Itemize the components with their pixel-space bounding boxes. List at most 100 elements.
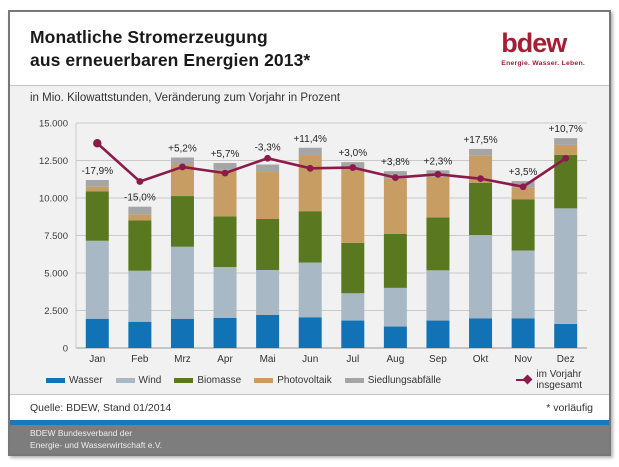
month-label: Mrz xyxy=(174,354,191,365)
bar-segment-wasser xyxy=(85,318,109,348)
source-row: Quelle: BDEW, Stand 01/2014 * vorläufig xyxy=(10,394,609,420)
trend-marker xyxy=(391,174,399,181)
legend-line-diamond-icon xyxy=(522,374,533,385)
bar-segment-siedlungsabfälle xyxy=(469,148,493,156)
y-tick-label: 15.000 xyxy=(39,119,68,130)
stacked-bar-chart: 0 2.500 5.000 7.500 10.000 12.500 15.000 Jan Feb… xyxy=(39,119,587,365)
legend-swatch xyxy=(174,377,194,383)
bar-segment-wind xyxy=(426,270,450,321)
trend-marker xyxy=(519,183,527,191)
trend-marker xyxy=(136,178,144,185)
legend-item-biomasse: Biomasse xyxy=(174,375,241,386)
bar-segment-biomasse xyxy=(426,217,450,271)
month-label: Feb xyxy=(131,354,149,365)
bar-segment-wasser xyxy=(426,320,450,348)
bar-segment-wasser xyxy=(170,318,194,348)
bar-segment-wind xyxy=(85,240,109,319)
chart-section: 0 2.500 5.000 7.500 10.000 12.500 15.000 Jan Feb… xyxy=(10,110,609,366)
preliminary-note: * vorläufig xyxy=(546,401,593,414)
bdew-logo-tagline: Energie. Wasser. Leben. xyxy=(501,60,585,67)
bar-segment-siedlungsabfälle xyxy=(85,180,109,187)
bar-segment-wasser xyxy=(511,318,535,348)
bar-segment-wasser xyxy=(298,317,322,348)
source-text: Quelle: BDEW, Stand 01/2014 xyxy=(30,401,172,414)
bar-segment-biomasse xyxy=(256,219,280,270)
change-label: +3,5% xyxy=(509,167,538,178)
bar-segment-biomasse xyxy=(170,196,194,247)
bar-segment-photovoltaik xyxy=(469,155,493,183)
bar-segment-wind xyxy=(128,270,152,322)
bar-segment-siedlungsabfälle xyxy=(213,163,237,170)
change-label: +10,7% xyxy=(549,124,583,135)
legend-label: im Vorjahr insgesamt xyxy=(536,369,582,391)
bar-segment-wind xyxy=(256,270,280,315)
bar-segment-biomasse xyxy=(213,216,237,267)
y-tick-label: 2.500 xyxy=(44,306,68,317)
change-label: +17,5% xyxy=(463,135,497,146)
month-label: Sep xyxy=(429,354,447,365)
bar-segment-photovoltaik xyxy=(298,156,322,212)
trend-marker xyxy=(179,163,186,171)
trend-marker xyxy=(477,175,484,183)
bar-segment-photovoltaik xyxy=(426,176,450,218)
legend-item-im-vorjahr-insgesamt: im Vorjahr insgesamt xyxy=(516,369,596,391)
y-tick-label: 5.000 xyxy=(44,269,68,280)
page-title: Monatliche Stromerzeugung aus erneuerbar… xyxy=(30,26,310,72)
bar-segment-biomasse xyxy=(341,242,365,294)
month-label: Jun xyxy=(302,354,318,365)
bar-segment-wasser xyxy=(383,326,407,348)
bar-segment-photovoltaik xyxy=(256,172,280,219)
y-tick-label: 7.500 xyxy=(44,231,68,242)
y-tick-label: 10.000 xyxy=(39,194,68,205)
title-line-1: Monatliche Stromerzeugung xyxy=(30,26,268,47)
change-label: -17,9% xyxy=(81,166,113,177)
legend-label: Photovoltaik xyxy=(277,374,332,386)
legend-swatch xyxy=(344,377,364,383)
bar-segment-siedlungsabfälle xyxy=(554,138,578,145)
change-label: +5,7% xyxy=(211,149,240,160)
bar-segment-biomasse xyxy=(85,191,109,241)
org-line-1: BDEW Bundesverband der xyxy=(30,427,133,438)
month-label: Apr xyxy=(217,354,233,365)
trend-line xyxy=(96,142,567,189)
bar-segment-wasser xyxy=(213,318,237,348)
legend-line-swatch xyxy=(516,374,533,385)
bar-segment-wasser xyxy=(341,320,365,348)
footer-bar: BDEW Bundesverband der Energie- und Wass… xyxy=(10,425,609,454)
bar-segment-wasser xyxy=(128,321,152,348)
bar-segment-siedlungsabfälle xyxy=(298,147,322,156)
slide-frame: Monatliche Stromerzeugung aus erneuerbar… xyxy=(8,10,611,456)
bar-segment-wind xyxy=(298,262,322,318)
bar-segment-wasser xyxy=(256,315,280,348)
legend-item-photovoltaik: Photovoltaik xyxy=(254,374,332,386)
month-label: Nov xyxy=(514,354,532,365)
trend-marker xyxy=(264,154,272,162)
legend-swatch xyxy=(254,377,274,383)
month-label: Okt xyxy=(473,354,489,365)
change-label: +2,3% xyxy=(424,156,453,167)
change-label: +3,0% xyxy=(338,148,367,159)
bar-segment-wind xyxy=(554,208,578,324)
bar-segment-photovoltaik xyxy=(85,186,109,192)
month-label: Jul xyxy=(346,354,359,365)
change-label: -3,3% xyxy=(255,142,281,153)
bar-segment-siedlungsabfälle xyxy=(128,206,152,215)
trend-marker xyxy=(349,164,357,171)
bar-segment-biomasse xyxy=(511,199,535,251)
change-label: +5,2% xyxy=(168,144,197,155)
bar-segment-photovoltaik xyxy=(170,164,194,197)
bar-segment-wind xyxy=(469,235,493,319)
change-label: +11,4% xyxy=(293,134,327,145)
bar-segment-photovoltaik xyxy=(383,178,407,234)
bar-segment-wind xyxy=(383,287,407,327)
legend-label: Biomasse xyxy=(197,374,242,386)
change-label: -15,0% xyxy=(124,193,156,204)
legend-item-siedlungsabfälle: Siedlungsabfälle xyxy=(344,375,441,386)
bar-segment-siedlungsabfälle xyxy=(256,164,280,173)
trend-marker xyxy=(562,154,570,162)
bdew-logo: bdew Energie. Wasser. Leben. xyxy=(501,28,585,68)
legend-label: Wasser xyxy=(69,374,103,386)
bdew-logo-word: bdew xyxy=(501,28,567,58)
trend-marker xyxy=(306,164,314,172)
title-line-2: aus erneuerbaren Energien 2013* xyxy=(30,49,311,70)
